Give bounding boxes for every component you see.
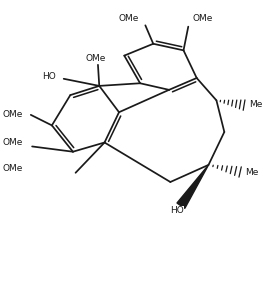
Text: OMe: OMe (2, 109, 22, 119)
Text: OMe: OMe (2, 164, 22, 173)
Text: Me: Me (249, 100, 263, 109)
Text: HO: HO (42, 72, 56, 81)
Text: OMe: OMe (2, 138, 22, 147)
Text: OMe: OMe (193, 14, 213, 23)
Text: Me: Me (246, 168, 259, 177)
Polygon shape (177, 165, 208, 208)
Text: OMe: OMe (85, 54, 105, 63)
Text: HO: HO (170, 206, 184, 215)
Text: OMe: OMe (118, 14, 139, 23)
